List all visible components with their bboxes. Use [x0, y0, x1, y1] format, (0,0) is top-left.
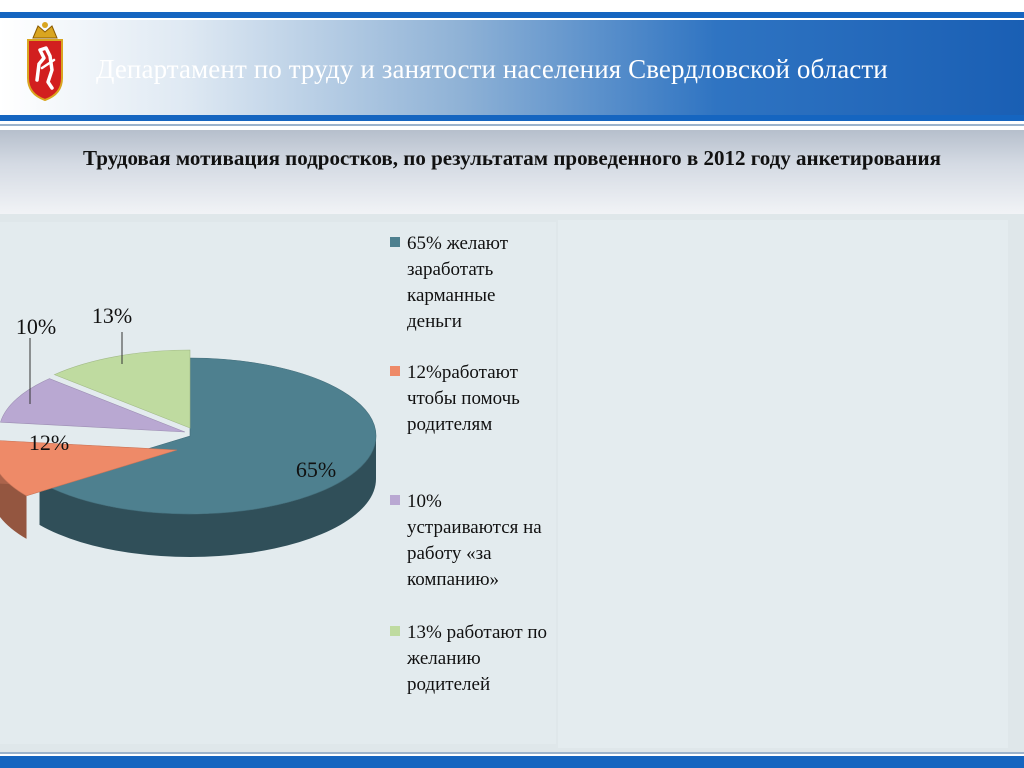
title-band — [0, 130, 1024, 214]
pie-slice — [0, 440, 178, 497]
header-title: Департамент по труду и занятости населен… — [96, 54, 888, 84]
legend-swatch — [390, 237, 400, 247]
pie-slice — [53, 349, 191, 429]
data-label: 10% — [16, 314, 56, 339]
chart-legend: 65% желают заработать карманные деньги 1… — [0, 214, 556, 744]
chart-panel: 65% 12% 10% 13% 65% желают заработать карма… — [0, 214, 1024, 754]
pie-chart: 65% 12% 10% 13% — [0, 303, 377, 557]
data-label: 12% — [29, 430, 69, 455]
pie-slice — [0, 378, 186, 433]
chart-title: Трудовая мотивация подростков, по резуль… — [83, 146, 941, 170]
legend-label: 13% работают по желанию родителей — [407, 622, 548, 695]
header-bottom-line — [0, 115, 1024, 121]
header-top-line — [0, 12, 1024, 18]
legend-swatch — [390, 626, 400, 636]
legend-label: 65% желают заработать карманные деньги — [407, 233, 509, 332]
header-divider — [0, 124, 1024, 126]
pie-slice-side — [39, 436, 377, 557]
coat-of-arms-icon — [27, 22, 63, 102]
footer-bar — [0, 756, 1024, 768]
pie-slice-side — [0, 473, 27, 539]
data-label: 13% — [92, 303, 132, 328]
footer-divider — [0, 752, 1024, 754]
header-banner — [0, 20, 1024, 115]
legend-swatch — [390, 495, 400, 505]
pie-slice — [38, 357, 377, 515]
legend-swatch — [390, 366, 400, 376]
legend-label: 12%работают чтобы помочь родителям — [407, 362, 520, 435]
data-label: 65% — [296, 457, 336, 482]
legend-label: 10% устраиваются на работу «за компанию» — [407, 491, 542, 590]
right-blank-area — [558, 220, 1008, 748]
